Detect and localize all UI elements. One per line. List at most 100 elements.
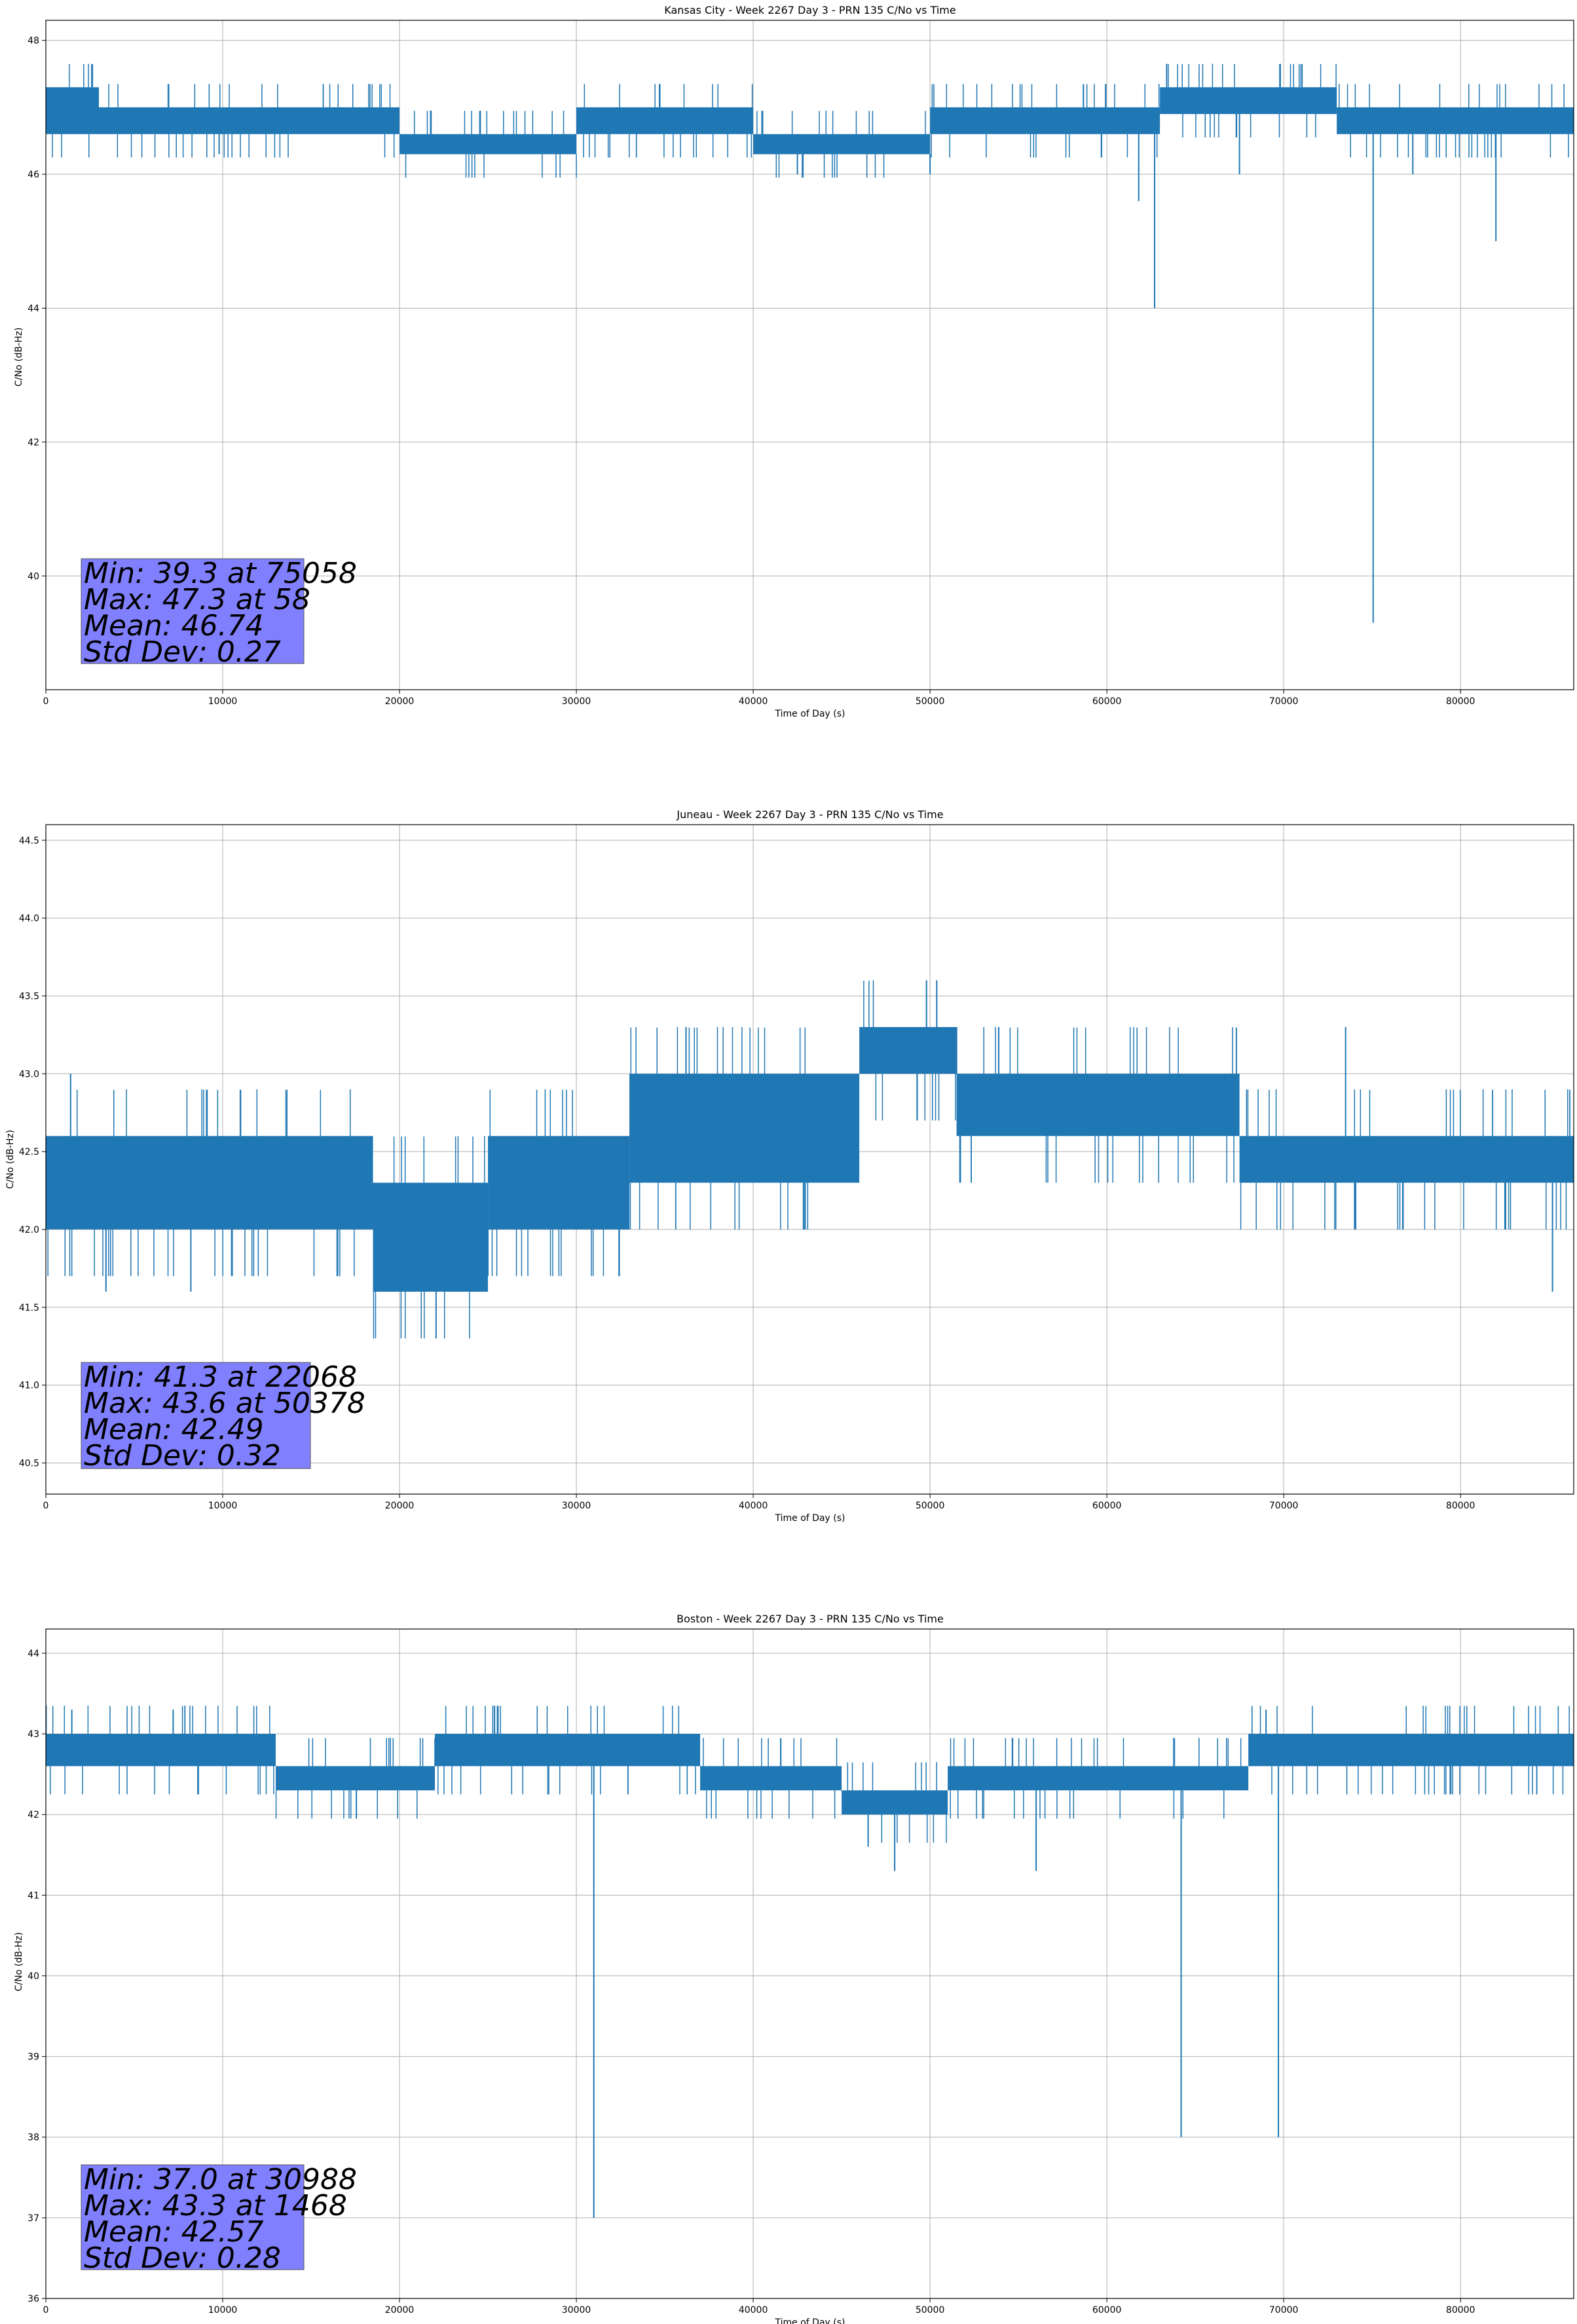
series-band (99, 107, 400, 134)
x-tick-label: 30000 (562, 2305, 591, 2315)
stats-mean: Mean: 42.49 (84, 1413, 264, 1446)
x-tick-label: 50000 (916, 696, 945, 707)
y-tick-label: 39 (28, 2052, 39, 2063)
y-tick-label: 44 (28, 303, 39, 314)
y-axis-label: C/No (dB-Hz) (14, 1932, 24, 1991)
series-band (842, 1790, 948, 1815)
x-axis-label: Time of Day (s) (775, 2317, 845, 2324)
x-tick-label: 60000 (1092, 2305, 1122, 2315)
axes-frame (45, 824, 1574, 1495)
series-line (46, 980, 1574, 1339)
stats-std: Std Dev: 0.32 (84, 1439, 281, 1472)
series-band (576, 107, 754, 134)
plot-area: 0 10000 20000 30000 40000 50000 60000 70000 8000… (19, 824, 1574, 1511)
stats-max: Max: 47.3 at 58 (84, 583, 310, 616)
stats-box (81, 1362, 311, 1469)
x-tick-label: 0 (43, 1501, 49, 1511)
x-tick-label: 80000 (1446, 696, 1475, 707)
axes-frame (45, 1628, 1574, 2299)
series-band (1337, 107, 1574, 134)
series-band (488, 1136, 630, 1229)
y-tick-label: 43.0 (19, 1069, 39, 1079)
x-tick-label: 40000 (739, 696, 768, 707)
y-tick-label: 36 (28, 2294, 39, 2304)
y-tick-label: 41 (28, 1890, 39, 1901)
y-tick-label: 44.0 (19, 914, 39, 924)
x-tick-label: 20000 (385, 2305, 415, 2315)
x-axis-label: Time of Day (s) (775, 1513, 845, 1524)
series-band (753, 134, 931, 155)
chart-panel: Boston - Week 2267 Day 3 - PRN 135 C/No … (14, 1613, 1574, 2324)
x-tick-label: 10000 (208, 696, 238, 707)
stats-mean: Mean: 46.74 (84, 609, 264, 643)
x-tick-label: 50000 (916, 2305, 945, 2315)
series-line (46, 64, 1574, 623)
x-tick-label: 50000 (916, 1501, 945, 1511)
series-band (46, 1136, 100, 1229)
y-tick-label: 41.5 (19, 1303, 39, 1313)
x-tick-label: 10000 (208, 1501, 238, 1511)
y-tick-label: 40 (28, 571, 39, 582)
x-tick-label: 30000 (562, 696, 591, 707)
x-tick-label: 20000 (385, 1501, 415, 1511)
stats-min: Min: 39.3 at 75058 (84, 557, 357, 590)
y-axis-label: C/No (dB-Hz) (14, 328, 24, 386)
stats-max: Max: 43.6 at 50378 (84, 1387, 365, 1420)
y-tick-label: 40 (28, 1971, 39, 1981)
stats-std: Std Dev: 0.27 (84, 635, 281, 669)
stats-box (81, 558, 305, 664)
x-tick-label: 70000 (1269, 2305, 1299, 2315)
series-band (46, 87, 100, 134)
x-tick-label: 0 (43, 2305, 49, 2315)
x-tick-label: 60000 (1092, 696, 1122, 707)
series-band (1239, 1136, 1574, 1183)
x-tick-label: 10000 (208, 2305, 238, 2315)
stats-std: Std Dev: 0.28 (84, 2241, 281, 2275)
x-tick-label: 40000 (739, 1501, 768, 1511)
stats-min: Min: 41.3 at 22068 (84, 1360, 357, 1394)
x-tick-label: 80000 (1446, 2305, 1475, 2315)
chart-title: Kansas City - Week 2267 Day 3 - PRN 135 … (664, 4, 955, 16)
series-band (1248, 1734, 1574, 1767)
x-tick-label: 60000 (1092, 1501, 1122, 1511)
series-band (46, 1734, 276, 1767)
y-tick-label: 44.5 (19, 836, 39, 846)
series-band (629, 1074, 860, 1183)
x-tick-label: 70000 (1269, 696, 1299, 707)
stats-min: Min: 37.0 at 30988 (84, 2163, 357, 2196)
axes-frame (45, 20, 1574, 690)
x-tick-label: 30000 (562, 1501, 591, 1511)
series-band (930, 107, 1160, 134)
y-axis-label: C/No (dB-Hz) (5, 1130, 16, 1189)
y-tick-label: 42 (28, 438, 39, 448)
plot-area: 0 10000 20000 30000 40000 50000 60000 70000 8000… (28, 20, 1574, 707)
stats-max: Max: 43.3 at 1468 (84, 2189, 347, 2222)
stats-box (81, 2164, 305, 2270)
y-tick-label: 44 (28, 1649, 39, 1659)
y-tick-label: 42.0 (19, 1225, 39, 1235)
y-tick-label: 46 (28, 170, 39, 180)
y-tick-label: 40.5 (19, 1458, 39, 1469)
stats-mean: Mean: 42.57 (84, 2215, 264, 2249)
x-axis-label: Time of Day (s) (775, 709, 845, 719)
series-band (399, 134, 577, 155)
y-tick-label: 38 (28, 2133, 39, 2143)
plot-area: 0 10000 20000 30000 40000 50000 60000 70000 8000… (28, 1628, 1574, 2315)
chart-title: Boston - Week 2267 Day 3 - PRN 135 C/No … (677, 1613, 944, 1625)
y-tick-label: 42.5 (19, 1147, 39, 1157)
series-band (948, 1766, 1249, 1791)
series-band (435, 1734, 701, 1767)
chart-panel: Juneau - Week 2267 Day 3 - PRN 135 C/No … (5, 808, 1574, 1524)
y-tick-label: 43 (28, 1729, 39, 1740)
y-tick-label: 48 (28, 36, 39, 47)
series-band (956, 1074, 1240, 1136)
x-tick-label: 0 (43, 696, 49, 707)
y-tick-label: 37 (28, 2213, 39, 2224)
y-tick-label: 42 (28, 1810, 39, 1820)
series-band (700, 1766, 842, 1791)
chart-panel: Kansas City - Week 2267 Day 3 - PRN 135 … (14, 4, 1574, 719)
series-band (1160, 87, 1337, 115)
x-tick-label: 20000 (385, 696, 415, 707)
y-tick-label: 41.0 (19, 1381, 39, 1391)
